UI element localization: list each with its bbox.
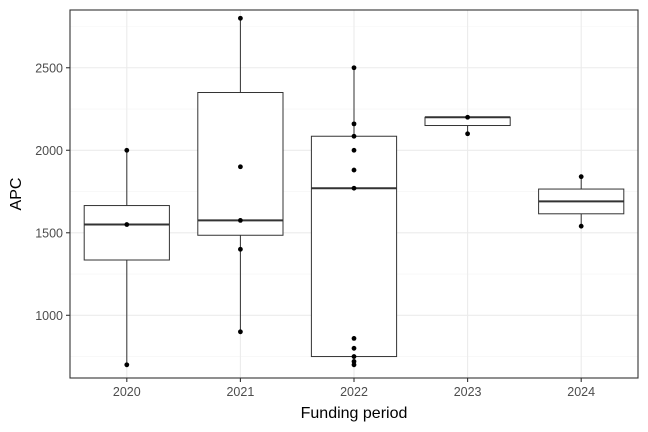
y-tick-label: 1000 — [35, 309, 63, 323]
data-point — [351, 335, 357, 341]
data-point — [238, 164, 243, 170]
data-point — [578, 174, 584, 180]
x-tick-label: 2020 — [113, 385, 141, 399]
x-axis-title: Funding period — [301, 405, 408, 422]
boxes — [83, 18, 625, 365]
data-point — [351, 147, 357, 153]
data-point — [351, 362, 357, 368]
x-tick-label: 2022 — [340, 385, 368, 399]
data-point — [124, 147, 130, 153]
data-point — [238, 218, 243, 223]
y-tick-label: 2000 — [35, 144, 63, 158]
data-point — [351, 121, 357, 127]
box-2020 — [83, 205, 170, 261]
x-tick-label: 2024 — [567, 385, 595, 399]
data-point — [351, 345, 357, 351]
y-tick-label: 1500 — [35, 226, 63, 240]
data-point — [578, 223, 584, 229]
data-points — [124, 15, 584, 368]
data-point — [351, 185, 357, 191]
data-point — [351, 65, 357, 71]
data-point — [238, 15, 243, 21]
box-2022 — [310, 135, 398, 358]
axes: 1000 1500 2000 2500 2020 2021 2022 2023 2024 — [35, 61, 595, 399]
data-point — [351, 167, 357, 173]
x-tick-label: 2023 — [454, 385, 482, 399]
data-point — [238, 329, 243, 335]
x-tick-label: 2021 — [226, 385, 254, 399]
box-2021 — [197, 92, 284, 236]
data-point — [238, 246, 243, 252]
data-point — [465, 131, 470, 137]
data-point — [124, 362, 130, 368]
data-point — [351, 133, 357, 139]
y-tick-label: 2500 — [35, 61, 63, 75]
data-point — [465, 114, 470, 120]
data-point — [351, 354, 357, 359]
y-axis-title: APC — [8, 178, 25, 211]
data-point — [124, 222, 130, 227]
data-point — [351, 359, 357, 364]
